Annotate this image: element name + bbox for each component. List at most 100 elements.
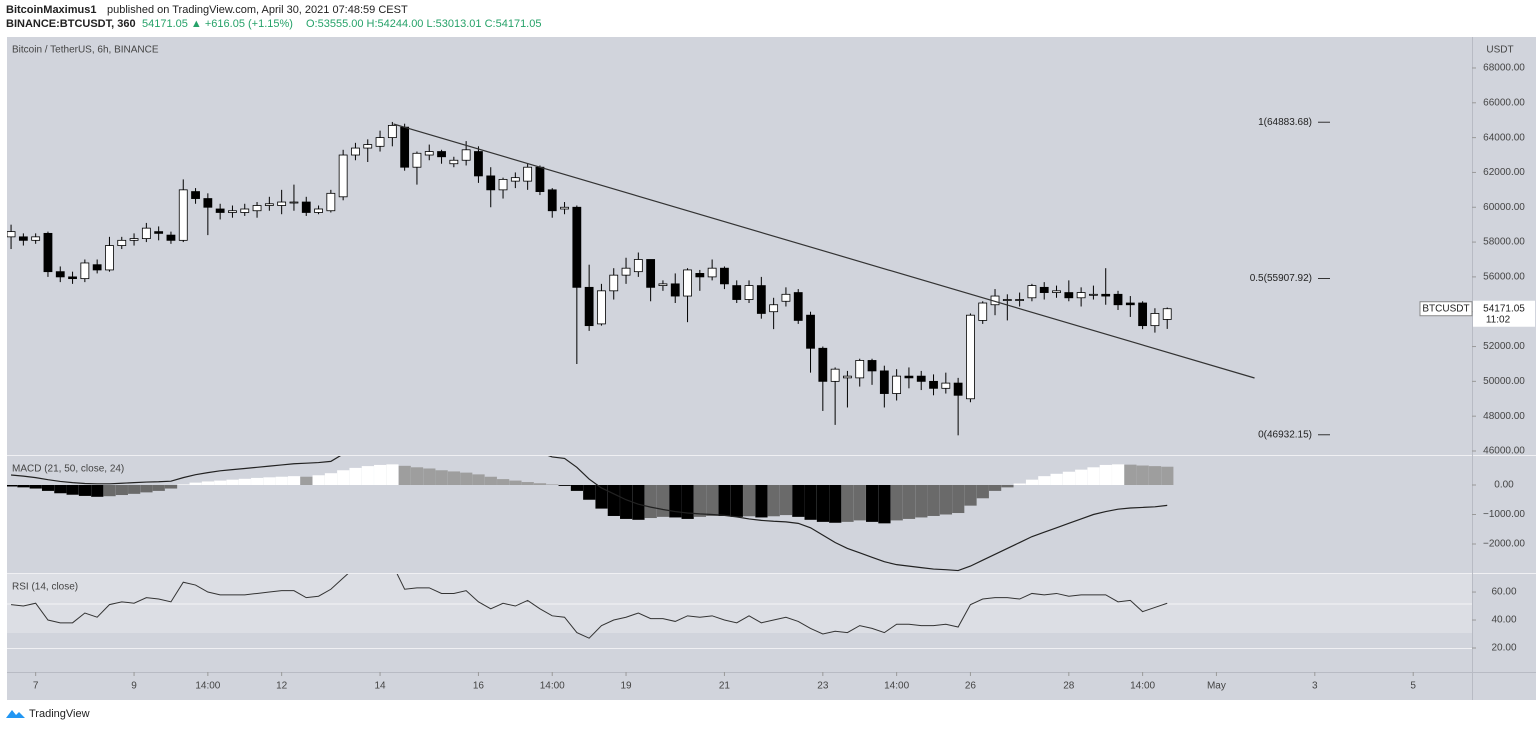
candle-body xyxy=(92,264,102,271)
x-tick-label: 3 xyxy=(1312,681,1318,692)
macd-histogram-bar xyxy=(730,484,743,517)
candle-body xyxy=(387,125,397,139)
candle-body xyxy=(351,147,360,156)
y-tick-label: 60000.00 xyxy=(1483,202,1525,213)
macd-histogram-bar xyxy=(7,484,18,487)
candle-body xyxy=(437,151,446,158)
macd-histogram-bar xyxy=(1075,469,1088,485)
macd-histogram-bar xyxy=(509,480,522,485)
macd-histogram-bar xyxy=(866,484,879,522)
macd-histogram-bar xyxy=(632,484,645,520)
candle-body xyxy=(7,231,16,238)
macd-histogram-bar xyxy=(964,484,977,506)
candle-body xyxy=(301,201,311,213)
y-tick-label: 64000.00 xyxy=(1483,132,1525,143)
macd-histogram-bar xyxy=(1087,467,1100,485)
candle-body xyxy=(277,201,287,206)
candle-body xyxy=(1138,302,1148,327)
candle-body xyxy=(363,144,373,149)
macd-histogram-bar xyxy=(1112,464,1125,485)
candle-body xyxy=(953,382,963,396)
macd-histogram-bar xyxy=(398,465,411,485)
macd-histogram-bar xyxy=(792,484,805,517)
candle-body xyxy=(855,360,865,379)
x-tick-label: 14:00 xyxy=(195,681,220,692)
macd-histogram-bar xyxy=(1050,473,1063,485)
macd-histogram-bar xyxy=(1013,483,1026,485)
candle-body xyxy=(535,166,545,192)
macd-line xyxy=(11,456,1168,572)
x-tick-label: 28 xyxy=(1063,681,1075,692)
macd-histogram-bar xyxy=(435,470,448,485)
fib-label: 0.5(55907.92) xyxy=(1250,273,1312,284)
macd-histogram-bar xyxy=(1062,471,1076,485)
x-tick-label: 14:00 xyxy=(540,681,565,692)
macd-histogram-bar xyxy=(644,484,657,519)
ohlc: O:53555.00 H:54244.00 L:53013.01 C:54171… xyxy=(306,18,541,30)
macd-histogram-bar xyxy=(853,484,866,521)
macd-title: MACD (21, 50, close, 24) xyxy=(12,464,124,475)
candle-body xyxy=(609,274,619,292)
candle-body xyxy=(1150,313,1160,327)
macd-histogram-bar xyxy=(1025,479,1039,485)
macd-histogram-bar xyxy=(238,478,251,485)
candle-body xyxy=(633,259,643,273)
macd-histogram-bar xyxy=(374,464,387,485)
candle-body xyxy=(1039,286,1049,293)
candle-body xyxy=(338,154,348,198)
candle-body xyxy=(498,178,508,191)
price-tag xyxy=(1473,300,1535,327)
candle-body xyxy=(670,283,680,297)
candle-body xyxy=(621,267,631,276)
pane-macd xyxy=(7,456,1174,572)
macd-histogram-bar xyxy=(324,473,338,485)
x-tick-label: 19 xyxy=(620,681,632,692)
candle-body xyxy=(1089,293,1098,296)
y-tick-label: 20.00 xyxy=(1491,643,1516,654)
macd-histogram-bar xyxy=(275,476,288,485)
candle-body xyxy=(424,151,434,156)
price-tag-box xyxy=(1419,301,1473,317)
y-axis-label: USDT xyxy=(1486,45,1513,56)
macd-histogram-bar xyxy=(583,484,596,500)
candle-body xyxy=(978,302,988,321)
macd-histogram-bar xyxy=(890,484,903,521)
macd-histogram-bar xyxy=(878,484,891,524)
macd-histogram-bar xyxy=(423,468,436,485)
macd-histogram-bar xyxy=(447,471,461,485)
candle-body xyxy=(449,159,459,165)
rsi-line xyxy=(11,574,1168,639)
candle-body xyxy=(806,314,815,349)
macd-histogram-bar xyxy=(989,484,1002,491)
candle-body xyxy=(830,368,840,382)
macd-histogram-bar xyxy=(103,484,116,497)
candle-body xyxy=(572,206,582,288)
macd-histogram-bar xyxy=(54,484,67,494)
candle-body xyxy=(646,259,656,288)
candle-body xyxy=(474,151,483,177)
x-tick-label: 14:00 xyxy=(884,681,909,692)
candle-body xyxy=(31,236,41,241)
macd-histogram-bar xyxy=(361,466,374,485)
candle-body xyxy=(683,269,692,297)
candle-body xyxy=(904,375,914,379)
macd-histogram-bar xyxy=(189,482,202,485)
countdown: 11:02 xyxy=(1486,314,1511,325)
macd-histogram-bar xyxy=(410,467,424,485)
candle-body xyxy=(166,234,176,241)
x-tick-label: 16 xyxy=(473,681,485,692)
candle-body xyxy=(117,239,127,246)
candle-body xyxy=(141,227,151,239)
candle-body xyxy=(916,375,926,382)
macd-histogram-bar xyxy=(91,484,104,497)
candle-body xyxy=(264,203,274,206)
fib-label: 1(64883.68) xyxy=(1258,117,1312,128)
symbol: BINANCE:BTCUSDT, 360 xyxy=(6,18,136,30)
macd-histogram-bar xyxy=(287,476,301,485)
macd-histogram-bar xyxy=(263,477,276,485)
macd-histogram-bar xyxy=(1136,465,1149,485)
candle-body xyxy=(793,292,803,321)
candle-body xyxy=(178,189,188,241)
x-tick-label: 14 xyxy=(374,681,386,692)
